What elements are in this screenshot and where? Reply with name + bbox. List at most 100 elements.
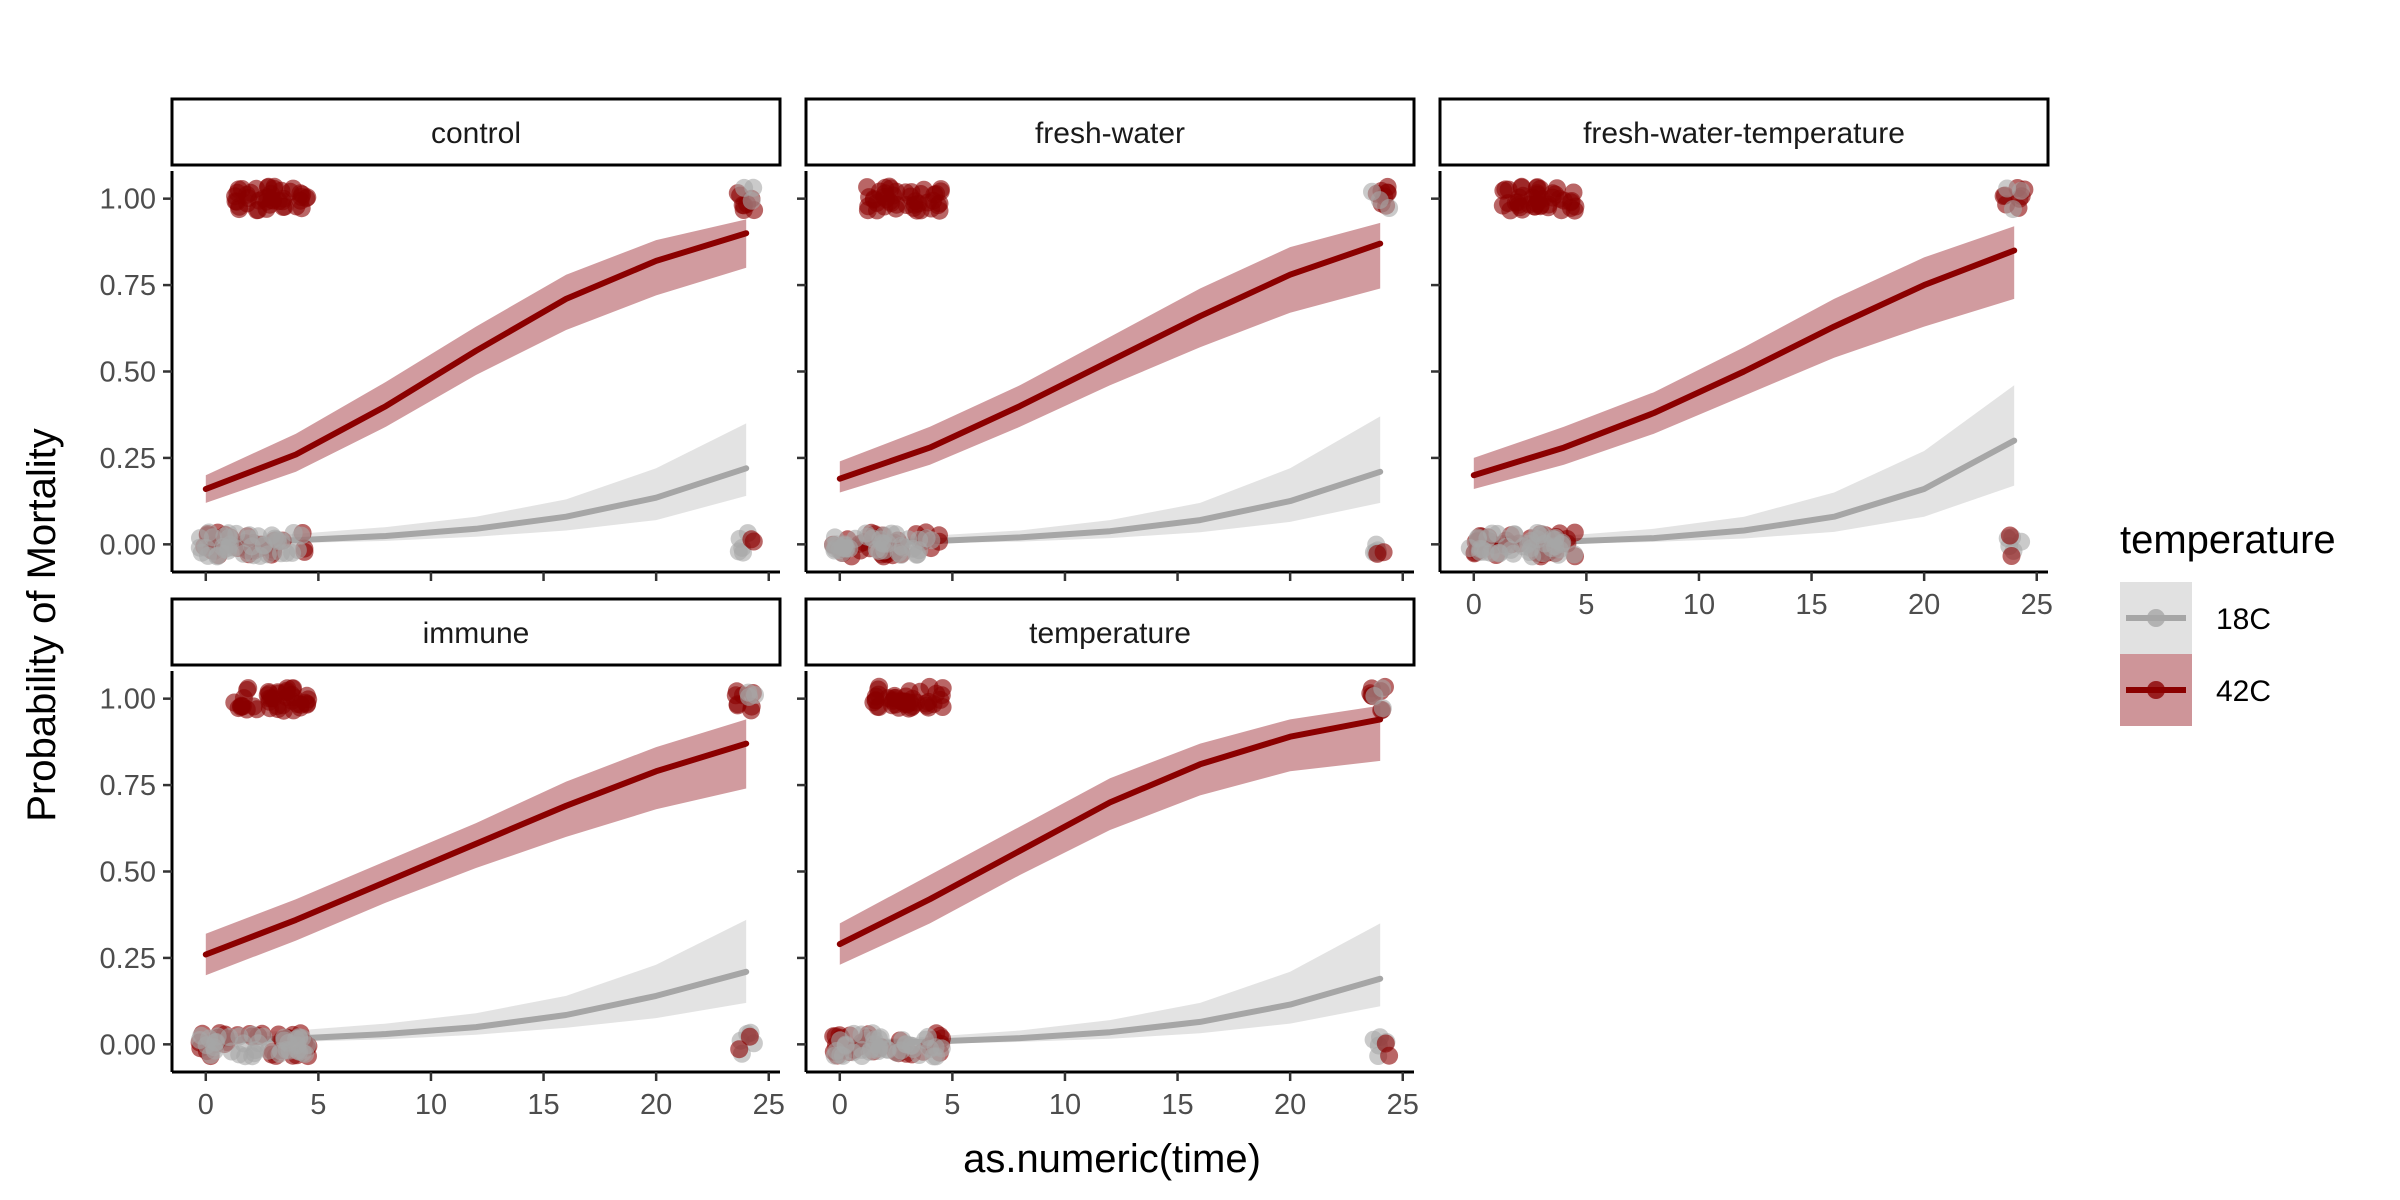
facet-strip-label: fresh-water-temperature <box>1583 117 1905 150</box>
x-tick-label: 20 <box>1274 1089 1306 1121</box>
data-point-42C <box>239 679 258 698</box>
data-point-42C <box>907 693 926 712</box>
data-point-42C <box>742 530 761 549</box>
facet-strip-label: temperature <box>1029 617 1191 650</box>
data-point-18C <box>1373 699 1392 718</box>
ci-band-18C <box>205 423 747 545</box>
data-point-18C <box>219 538 238 557</box>
data-point-42C <box>291 695 310 714</box>
facet-panels: control 0.00 0.25 0.50 0.75 1.00 fresh-water fr… <box>100 97 2053 1121</box>
x-tick-label: 5 <box>1578 589 1594 621</box>
data-point-42C <box>258 686 277 705</box>
observation-points <box>190 177 764 566</box>
data-point-42C <box>930 201 949 220</box>
fit-line-42C <box>836 240 1384 482</box>
data-point-18C <box>1370 191 1389 210</box>
observation-points <box>190 679 764 1066</box>
ci-band-18C <box>839 923 1381 1045</box>
data-point-18C <box>191 529 209 548</box>
fit-line-42C <box>202 230 750 492</box>
data-point-18C <box>230 1027 249 1046</box>
data-point-42C <box>1510 198 1529 217</box>
data-point-42C <box>1376 1034 1395 1053</box>
x-tick-label: 0 <box>198 1089 214 1121</box>
data-point-18C <box>1490 543 1509 562</box>
observation-points <box>1460 177 2034 566</box>
facet-panel-immune: immune 0.00 0.25 0.50 0.75 1.00 0 5 10 15 20 25 <box>100 597 785 1121</box>
data-point-18C <box>921 1040 940 1058</box>
data-point-42C <box>924 695 943 714</box>
data-point-42C <box>228 183 247 202</box>
data-point-18C <box>208 1027 227 1046</box>
facet-panel-fresh-water-temperature: fresh-water-temperature 0 5 10 15 20 25 <box>1431 97 2053 621</box>
legend-key-point <box>2147 609 2165 627</box>
data-point-18C <box>1550 540 1569 559</box>
ci-band-18C <box>205 919 747 1044</box>
data-point-42C <box>1565 523 1584 542</box>
data-point-18C <box>258 545 277 564</box>
data-point-18C <box>243 1047 262 1066</box>
data-point-18C <box>740 687 758 706</box>
data-point-42C <box>881 179 900 198</box>
data-point-18C <box>2011 181 2030 200</box>
data-point-42C <box>230 197 249 216</box>
facet-panel-control: control 0.00 0.25 0.50 0.75 1.00 <box>100 97 782 581</box>
x-tick-label: 15 <box>1161 1089 1193 1121</box>
x-tick-label: 10 <box>415 1089 447 1121</box>
data-point-18C <box>860 1042 879 1061</box>
y-axis-title: Probability of Mortality <box>20 428 64 821</box>
y-tick-label: 0.75 <box>100 770 156 802</box>
ci-band-42C <box>205 719 747 976</box>
x-tick-label: 15 <box>1795 589 1827 621</box>
y-tick-label: 1.00 <box>100 684 156 716</box>
data-point-18C <box>288 1041 307 1060</box>
data-point-42C <box>1374 543 1393 562</box>
x-tick-label: 0 <box>1466 589 1482 621</box>
y-tick-label: 0.50 <box>100 357 156 389</box>
data-point-18C <box>1998 179 2017 198</box>
data-point-18C <box>825 528 844 547</box>
data-point-42C <box>2002 547 2021 565</box>
x-axis-title: as.numeric(time) <box>963 1137 1261 1181</box>
y-tick-label: 0.25 <box>100 943 156 975</box>
legend: temperature 18C 42C <box>2120 518 2336 726</box>
data-point-42C <box>730 1040 749 1059</box>
data-point-42C <box>882 696 901 715</box>
x-tick-label: 25 <box>753 1089 785 1121</box>
data-point-42C <box>1499 180 1518 199</box>
legend-key-point <box>2147 681 2165 699</box>
data-point-18C <box>269 532 288 550</box>
data-point-42C <box>233 697 252 716</box>
data-point-18C <box>1520 543 1539 561</box>
observation-points <box>824 677 1399 1066</box>
x-tick-label: 20 <box>1908 589 1940 621</box>
legend-entry-42C: 42C <box>2120 654 2271 726</box>
data-point-42C <box>292 199 311 218</box>
data-point-18C <box>1469 528 1487 547</box>
data-point-42C <box>882 194 900 213</box>
legend-label: 18C <box>2216 603 2271 636</box>
fit-line-42C <box>1470 247 2018 479</box>
data-point-42C <box>740 1027 759 1046</box>
facet-strip-label: fresh-water <box>1035 117 1185 150</box>
y-tick-label: 0.50 <box>100 857 156 889</box>
ci-band-42C <box>1473 226 2015 490</box>
fit-line-42C <box>836 716 1384 948</box>
legend-entries: 18C 42C <box>2120 582 2271 726</box>
data-point-42C <box>258 188 277 207</box>
data-point-18C <box>2004 200 2022 219</box>
data-point-18C <box>836 1035 855 1054</box>
facet-strip-label: immune <box>423 617 530 650</box>
facet-strip <box>804 597 1416 667</box>
x-tick-label: 10 <box>1049 1089 1081 1121</box>
data-point-18C <box>292 526 311 545</box>
data-point-18C <box>908 545 927 564</box>
facet-panel-temperature: temperature 0 5 10 15 20 25 <box>797 597 1419 1121</box>
data-point-18C <box>852 1025 871 1044</box>
y-tick-label: 0.25 <box>100 443 156 475</box>
legend-title: temperature <box>2120 518 2336 562</box>
legend-entry-18C: 18C <box>2120 582 2271 654</box>
data-point-18C <box>192 1026 211 1045</box>
data-point-18C <box>871 530 890 549</box>
